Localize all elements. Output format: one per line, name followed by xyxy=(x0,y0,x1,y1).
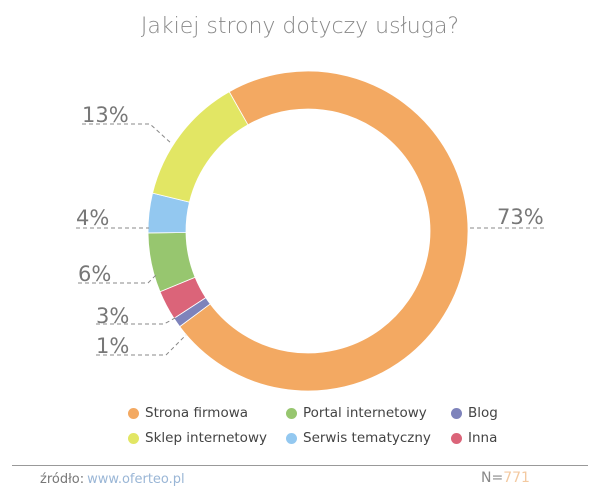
slice-sklep-internetowy xyxy=(152,91,249,203)
legend-dot-icon xyxy=(128,432,139,444)
legend-dot-icon xyxy=(286,407,297,419)
legend-item: Portal internetowy xyxy=(286,405,451,421)
legend-dot-icon xyxy=(451,407,462,419)
legend-label: Blog xyxy=(468,405,498,421)
sample-size: N=771 xyxy=(481,470,530,486)
n-label: N= xyxy=(481,470,504,486)
source-link[interactable]: www.oferteo.pl xyxy=(87,472,185,487)
legend: Strona firmowa Portal internetowy Blog Skle… xyxy=(128,405,531,446)
divider xyxy=(12,465,588,466)
data-label: 73% xyxy=(497,205,544,229)
leader-line xyxy=(82,123,173,145)
leader-line xyxy=(78,272,159,284)
legend-item: Sklep internetowy xyxy=(128,430,286,446)
legend-label: Inna xyxy=(468,430,498,446)
legend-item: Strona firmowa xyxy=(128,405,286,421)
data-label: 13% xyxy=(82,103,129,127)
leader-line xyxy=(96,316,178,325)
source-label: źródło: xyxy=(40,472,85,487)
legend-dot-icon xyxy=(286,432,297,444)
legend-label: Strona firmowa xyxy=(145,405,249,421)
data-label: 4% xyxy=(76,206,109,230)
data-label: 6% xyxy=(78,262,111,286)
legend-dot-icon xyxy=(128,407,139,419)
legend-label: Sklep internetowy xyxy=(145,430,267,446)
legend-label: Serwis tematyczny xyxy=(303,430,431,446)
leader-line xyxy=(96,334,187,356)
data-label: 1% xyxy=(96,334,129,358)
chart-title: Jakiej strony dotyczy usługa? xyxy=(140,14,460,39)
legend-dot-icon xyxy=(451,432,462,444)
data-label: 3% xyxy=(96,304,129,328)
slice-strona-firmowa xyxy=(179,70,469,392)
legend-item: Blog xyxy=(451,405,531,421)
source: źródło: www.oferteo.pl xyxy=(40,472,185,487)
legend-item: Serwis tematyczny xyxy=(286,430,451,446)
n-value: 771 xyxy=(503,470,530,486)
donut-chart: 73% 1% 3% 6% 4% 13% xyxy=(76,70,545,392)
legend-item: Inna xyxy=(451,430,531,446)
legend-label: Portal internetowy xyxy=(303,405,427,421)
